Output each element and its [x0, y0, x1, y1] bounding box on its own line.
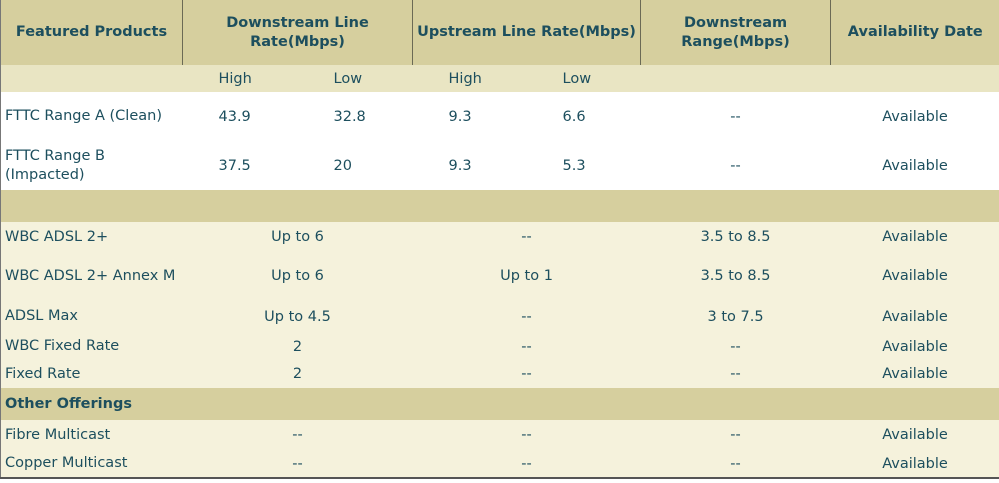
- data-cell: 9.3: [412, 92, 527, 141]
- data-cell: --: [640, 92, 831, 141]
- table-row: WBC ADSL 2+ Up to 6 -- 3.5 to 8.5 Available: [0, 222, 999, 252]
- data-cell: Available: [830, 92, 999, 141]
- row-label: Copper Multicast: [0, 450, 183, 478]
- row-label: ADSL Max: [0, 300, 183, 333]
- data-cell: Available: [830, 420, 999, 450]
- data-cell: --: [182, 420, 413, 450]
- data-cell: Up to 6: [182, 222, 413, 252]
- table-row: WBC Fixed Rate 2 -- -- Available: [0, 333, 999, 360]
- table-row: Fixed Rate 2 -- -- Available: [0, 360, 999, 388]
- data-cell: 3 to 7.5: [640, 300, 831, 333]
- data-cell: --: [640, 420, 831, 450]
- column-header: Upstream Line Rate(Mbps): [412, 0, 642, 65]
- data-cell: --: [412, 420, 641, 450]
- data-cell: --: [640, 141, 831, 190]
- empty-cell: [640, 65, 831, 92]
- table-row: FTTC Range B (Impacted) 37.5 20 9.3 5.3 -- Ava…: [0, 141, 999, 190]
- data-cell: 2: [182, 333, 413, 360]
- row-label: WBC Fixed Rate: [0, 333, 183, 360]
- row-label: WBC ADSL 2+ Annex M: [0, 252, 183, 300]
- data-cell: --: [412, 300, 641, 333]
- data-cell: --: [412, 450, 641, 478]
- data-cell: Up to 4.5: [182, 300, 413, 333]
- empty-cell: [830, 65, 999, 92]
- data-cell: 2: [182, 360, 413, 388]
- empty-cell: [0, 65, 183, 92]
- table-row: High Low High Low: [0, 65, 999, 92]
- column-header: Featured Products: [0, 0, 183, 65]
- table-row: WBC ADSL 2+ Annex M Up to 6 Up to 1 3.5 to …: [0, 252, 999, 300]
- subheader-cell: High: [412, 65, 527, 92]
- data-cell: Up to 6: [182, 252, 413, 300]
- table-row: Copper Multicast -- -- -- Available: [0, 450, 999, 478]
- data-cell: 3.5 to 8.5: [640, 252, 831, 300]
- data-cell: 32.8: [297, 92, 413, 141]
- subheader-cell: Low: [526, 65, 641, 92]
- data-cell: Available: [830, 222, 999, 252]
- data-cell: --: [412, 360, 641, 388]
- data-cell: 9.3: [412, 141, 527, 190]
- data-cell: --: [412, 333, 641, 360]
- row-label: Fixed Rate: [0, 360, 183, 388]
- row-label: FTTC Range B (Impacted): [0, 141, 183, 190]
- data-cell: --: [640, 360, 831, 388]
- row-label: FTTC Range A (Clean): [0, 92, 183, 141]
- table-row: Featured Products Downstream Line Rate(Mb…: [0, 0, 999, 65]
- section-title: Other Offerings: [0, 388, 999, 420]
- subheader-cell: Low: [297, 65, 413, 92]
- column-header: Downstream Range(Mbps): [640, 0, 832, 65]
- row-label: WBC ADSL 2+: [0, 222, 183, 252]
- data-cell: Available: [830, 333, 999, 360]
- data-cell: Up to 1: [412, 252, 641, 300]
- data-cell: Available: [830, 450, 999, 478]
- data-cell: --: [640, 333, 831, 360]
- table-row: Other Offerings: [0, 388, 999, 420]
- data-cell: Available: [830, 360, 999, 388]
- data-cell: 37.5: [182, 141, 298, 190]
- data-cell: 6.6: [526, 92, 641, 141]
- data-cell: 20: [297, 141, 413, 190]
- subheader-cell: High: [182, 65, 298, 92]
- data-cell: --: [182, 450, 413, 478]
- table-row: ADSL Max Up to 4.5 -- 3 to 7.5 Available: [0, 300, 999, 333]
- table-row: FTTC Range A (Clean) 43.9 32.8 9.3 6.6 -- Avai…: [0, 92, 999, 141]
- data-cell: 3.5 to 8.5: [640, 222, 831, 252]
- data-cell: Available: [830, 300, 999, 333]
- column-header: Downstream Line Rate(Mbps): [182, 0, 414, 65]
- data-cell: 43.9: [182, 92, 298, 141]
- spacer-cell: [0, 190, 999, 222]
- row-label: Fibre Multicast: [0, 420, 183, 450]
- table-row: [0, 190, 999, 222]
- data-cell: --: [640, 450, 831, 478]
- data-cell: Available: [830, 141, 999, 190]
- data-cell: Available: [830, 252, 999, 300]
- data-cell: --: [412, 222, 641, 252]
- data-cell: 5.3: [526, 141, 641, 190]
- table-row: Fibre Multicast -- -- -- Available: [0, 420, 999, 450]
- column-header: Availability Date: [830, 0, 999, 65]
